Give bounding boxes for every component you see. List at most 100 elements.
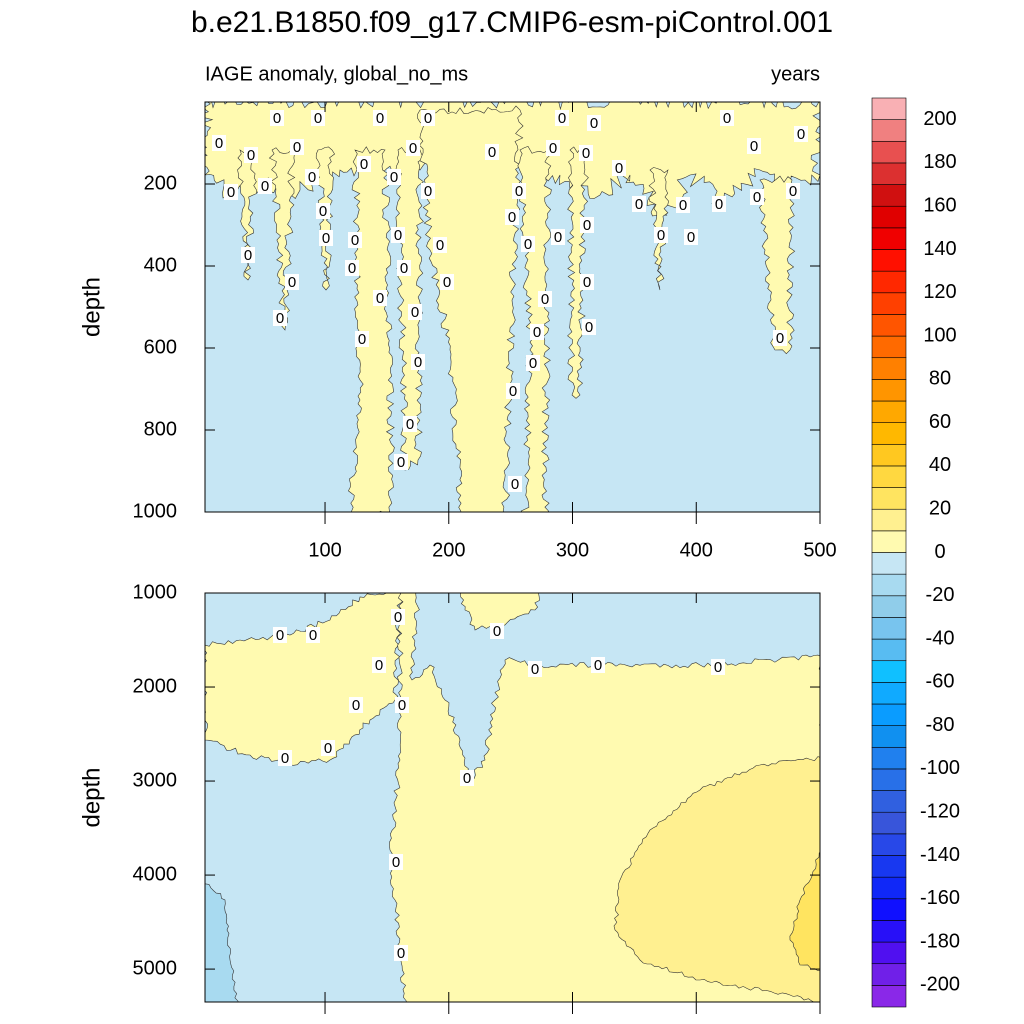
contour-label-box	[773, 330, 787, 346]
contour-label: 0	[549, 140, 557, 157]
colorbar-label: -160	[920, 887, 960, 909]
contour-label-box	[712, 196, 726, 212]
contour-label-box	[506, 383, 520, 399]
contour-label: 0	[424, 110, 432, 127]
y-tick-label: 2000	[133, 675, 178, 697]
contour-label-box	[551, 229, 565, 245]
colorbar-box	[871, 552, 907, 575]
colorbar-label: -120	[920, 800, 960, 822]
contour-label-box	[490, 623, 504, 639]
contour-label: 0	[375, 657, 383, 674]
contour-label: 0	[424, 183, 432, 200]
contour-label-box	[357, 156, 371, 172]
contour-label-box	[579, 145, 593, 161]
contour-label-box	[786, 183, 800, 199]
contour-label: 0	[406, 416, 414, 433]
y-tick-label: 5000	[133, 957, 178, 979]
x-tick-label: 400	[680, 539, 713, 561]
contour-label: 0	[376, 110, 384, 127]
contour-label-box	[397, 260, 411, 276]
colorbar-box	[871, 746, 907, 770]
contour-label-box	[526, 355, 540, 371]
contour-label-box	[555, 110, 569, 126]
contour-label-box	[794, 126, 808, 142]
contour-label: 0	[753, 189, 761, 206]
colorbar-label: 100	[923, 324, 956, 346]
contour-label-box	[372, 657, 386, 673]
contour-label: 0	[583, 217, 591, 234]
contour-label-box	[582, 319, 596, 335]
contour-label: 0	[715, 196, 723, 213]
contour-label: 0	[324, 740, 332, 757]
contour-label: 0	[351, 232, 359, 249]
colorbar-label: 160	[923, 194, 956, 216]
contour-label-box	[321, 740, 335, 756]
contour-label-box	[319, 230, 333, 246]
contour-label: 0	[714, 659, 722, 676]
colorbar-box	[871, 963, 907, 986]
contour-label: 0	[394, 609, 402, 626]
contour-label: 0	[376, 290, 384, 307]
contour-label-box	[538, 291, 552, 307]
colorbar-label: -80	[926, 714, 955, 736]
colorbar-box	[871, 357, 907, 380]
contour-label: 0	[554, 229, 562, 246]
colorbar-box	[871, 292, 907, 315]
contour-region	[205, 593, 403, 766]
contour-label: 0	[358, 331, 366, 348]
contour-label: 0	[541, 291, 549, 308]
colorbar-label: -100	[920, 757, 960, 779]
contour-label: 0	[398, 697, 406, 714]
colorbar-box	[871, 725, 907, 748]
contour-label-box	[244, 147, 258, 163]
contour-label-box	[305, 169, 319, 185]
contour-label: 0	[414, 354, 422, 371]
x-tick-label: 500	[803, 539, 836, 561]
contour-label: 0	[394, 227, 402, 244]
contour-label: 0	[400, 260, 408, 277]
contour-label: 0	[247, 147, 255, 164]
y-tick-label: 1000	[133, 500, 178, 522]
contour-label: 0	[789, 183, 797, 200]
contour-label: 0	[276, 310, 284, 327]
y-tick-label: 800	[144, 418, 177, 440]
colorbar-box	[871, 422, 907, 445]
contour-label-box	[316, 203, 330, 219]
contour-label: 0	[273, 110, 281, 127]
contour-label: 0	[687, 229, 695, 246]
contour-label: 0	[360, 156, 368, 173]
contour-region	[759, 175, 797, 355]
contour-label: 0	[635, 196, 643, 213]
contour-label-box	[391, 227, 405, 243]
contour-label-box	[345, 260, 359, 276]
contour-label: 0	[261, 178, 269, 195]
chart-title: b.e21.B1850.f09_g17.CMIP6-esm-piControl.…	[191, 6, 833, 39]
contour-label-box	[403, 416, 417, 432]
contour-label: 0	[529, 355, 537, 372]
contour-label: 0	[585, 319, 593, 336]
plot-frame	[204, 101, 821, 513]
contour-label-box	[406, 140, 420, 156]
colorbar-box	[871, 227, 907, 250]
contour-label-box	[394, 454, 408, 470]
contour-label: 0	[352, 697, 360, 714]
colorbar-label: 80	[929, 368, 951, 390]
contour-label-box	[389, 854, 403, 870]
contour-label-box	[684, 229, 698, 245]
colorbar-box	[871, 379, 907, 402]
contour-label: 0	[348, 260, 356, 277]
colorbar-box	[871, 811, 907, 835]
colorbar-label: -200	[920, 974, 960, 996]
contour-label-box	[273, 310, 287, 326]
colorbar-box	[871, 920, 907, 943]
contour-label: 0	[390, 169, 398, 186]
y-axis-label: depth	[78, 277, 105, 337]
colorbar-box	[871, 162, 907, 185]
colorbar-box	[871, 768, 907, 791]
contour-label: 0	[409, 140, 417, 157]
contour-label: 0	[436, 237, 444, 254]
colorbar-box	[871, 508, 907, 532]
colorbar-label: -180	[920, 930, 960, 952]
colorbar-box	[871, 660, 907, 683]
